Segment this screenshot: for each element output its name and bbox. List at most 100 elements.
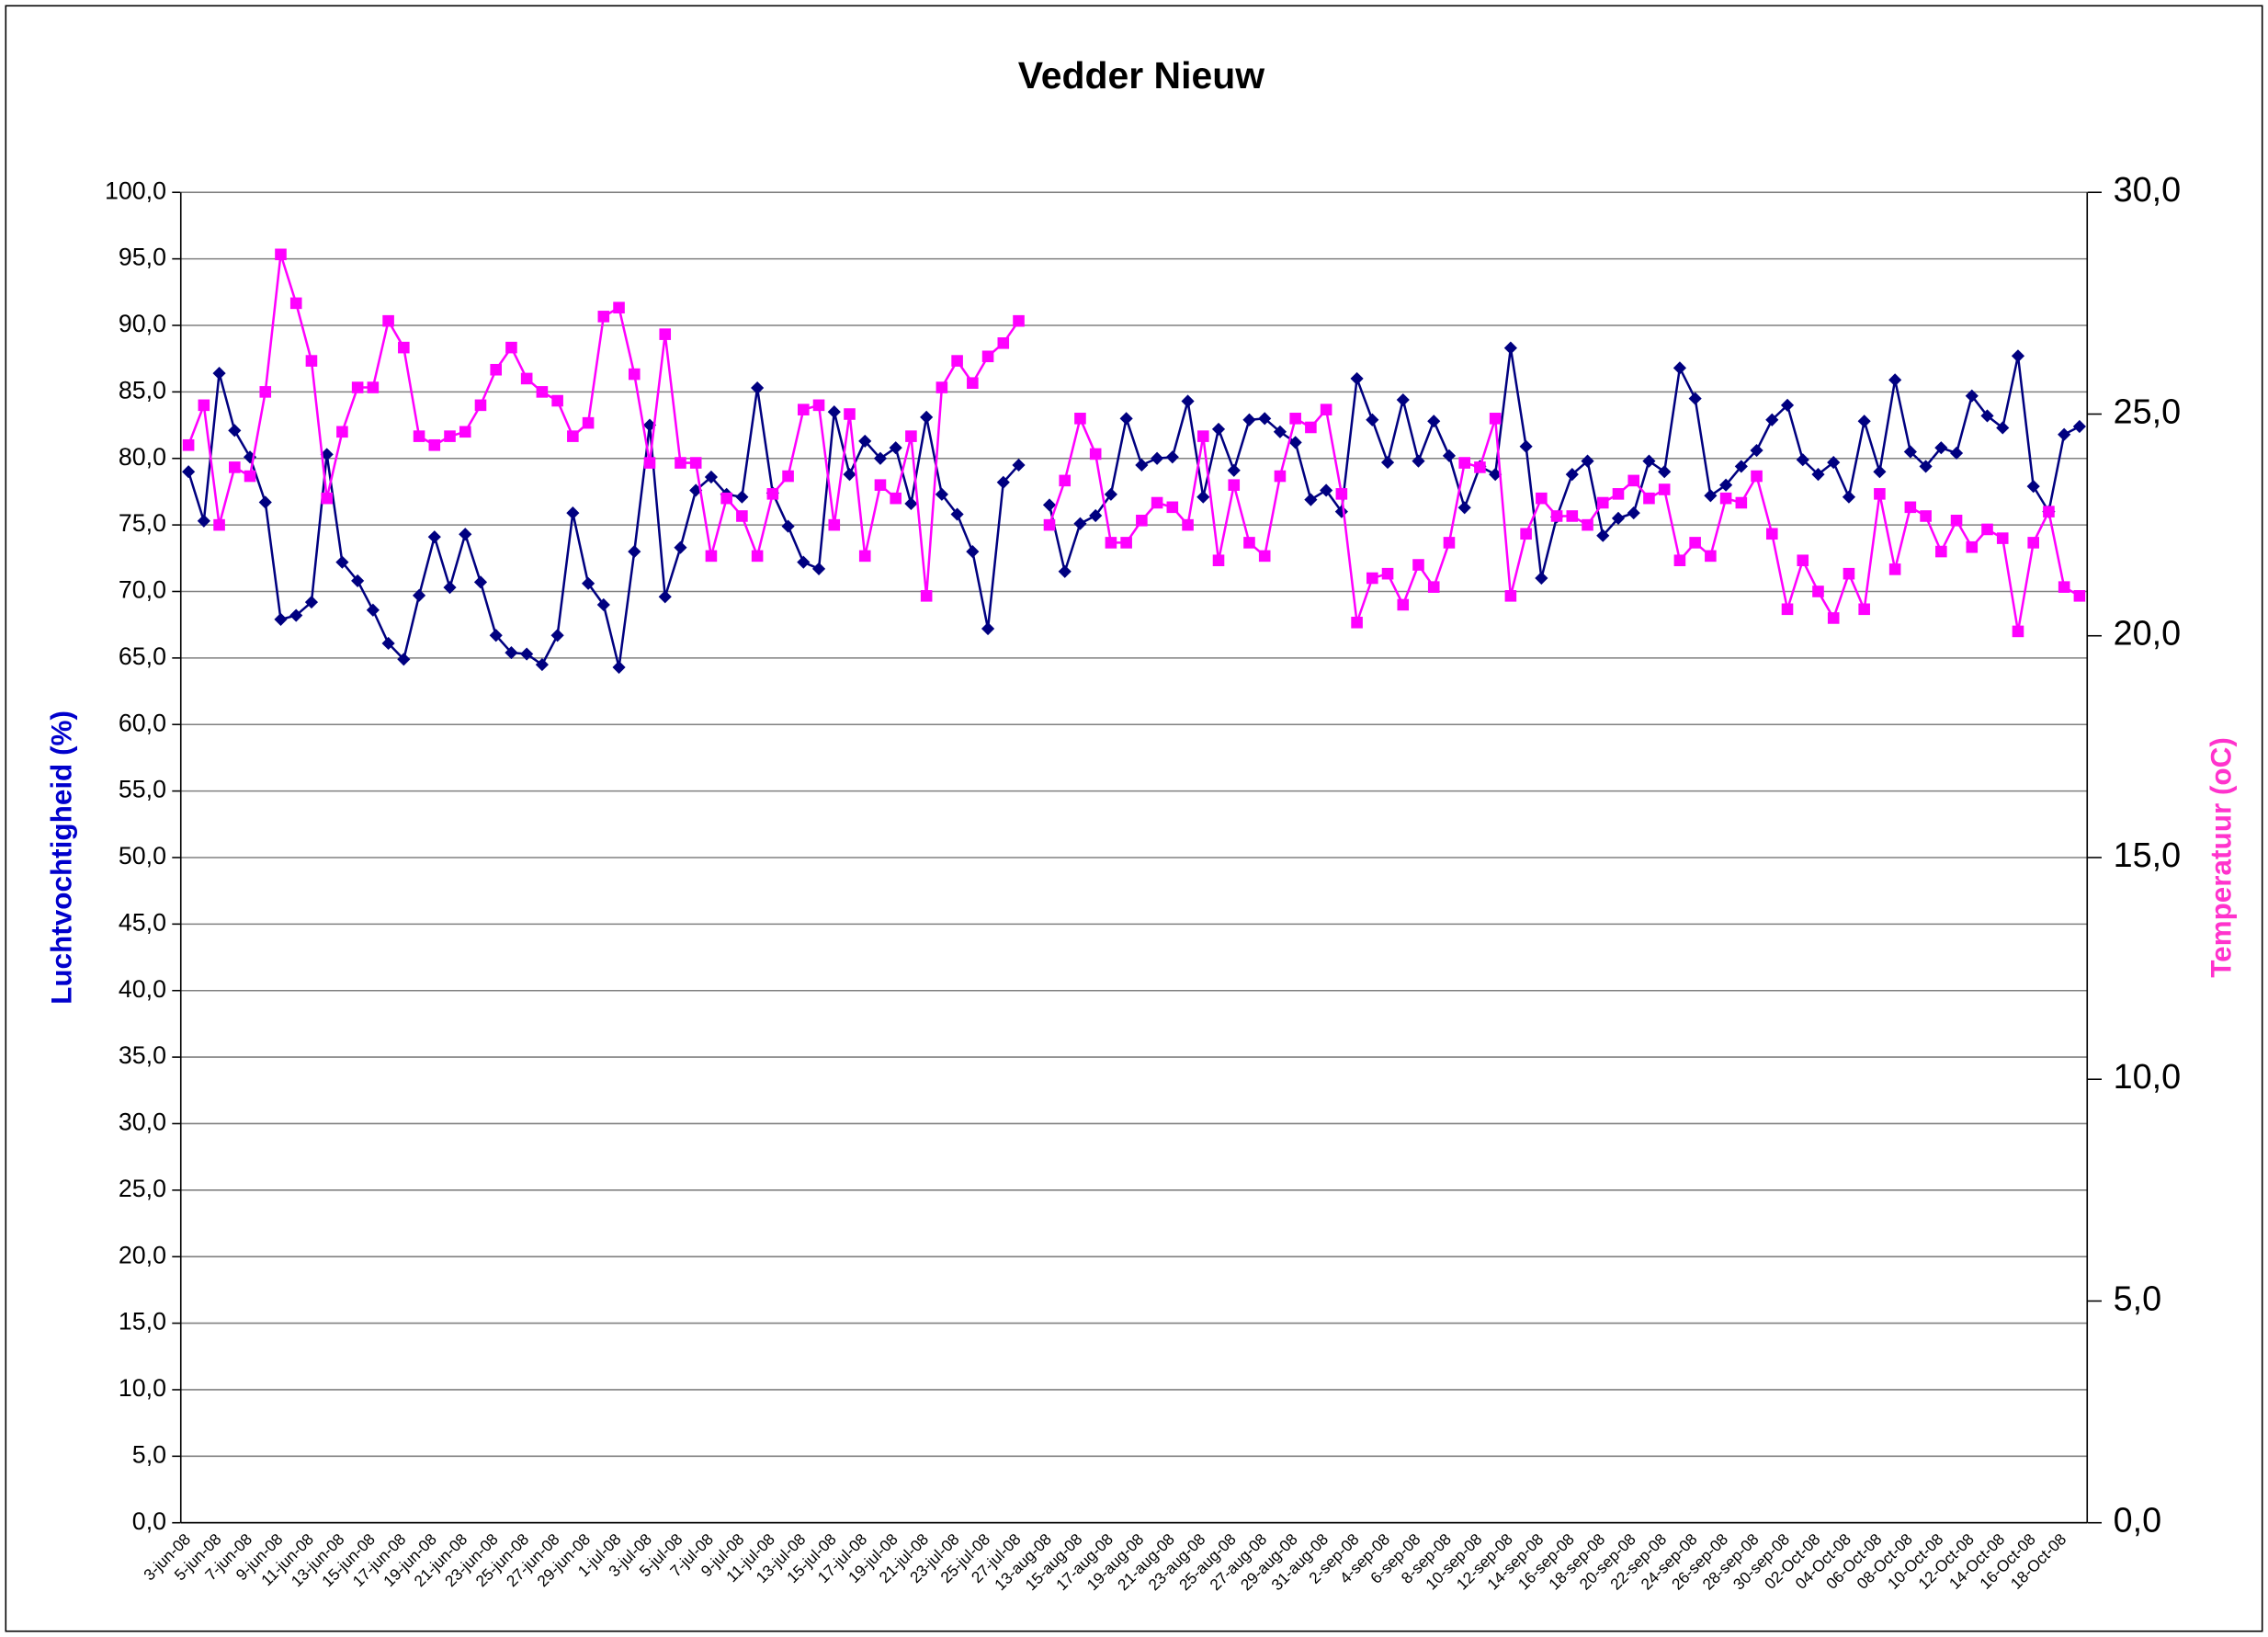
marker [1228,479,1241,491]
marker [1643,492,1655,505]
marker [2011,349,2025,363]
marker [1243,537,1255,549]
marker [1089,448,1102,460]
marker [1811,468,1825,482]
marker [566,506,580,520]
marker [1934,441,1948,455]
marker [1919,460,1933,473]
marker [1503,341,1517,355]
marker [890,492,902,505]
marker [1536,492,1548,505]
marker [321,492,333,505]
marker [535,658,549,672]
marker [1857,415,1871,428]
marker [1151,451,1164,465]
y2-axis-title: Temperatuur (oC) [2206,737,2238,978]
marker [2027,537,2039,549]
marker [275,248,287,261]
y-tick-label: 75,0 [119,509,166,537]
marker [1566,510,1579,522]
marker [1520,528,1532,540]
marker [1904,501,1917,514]
marker [736,510,748,522]
marker [1734,460,1748,473]
y-axis-title: Luchtvochtigheid (%) [46,711,78,1005]
marker [567,430,579,442]
y-tick-label: 70,0 [119,576,166,604]
marker [1166,501,1179,514]
y-tick-label: 55,0 [119,776,166,803]
marker [505,341,517,354]
marker [1151,496,1163,509]
marker [936,381,948,393]
marker [720,492,732,505]
marker [920,410,934,424]
marker [1688,392,1702,405]
y-tick-label: 30,0 [119,1108,166,1136]
marker [366,603,380,617]
marker [336,426,348,438]
marker [198,399,210,412]
marker [1996,421,2010,435]
marker [1996,532,2009,544]
marker [1288,436,1302,449]
marker [2043,506,2055,517]
marker [1042,498,1057,512]
marker [1765,413,1779,426]
marker [1304,493,1318,506]
marker [1442,449,1457,462]
marker [1427,581,1440,593]
y2-tick-label: 25,0 [2114,392,2181,431]
marker [1965,389,1979,403]
y-tick-label: 45,0 [119,908,166,936]
marker [1412,559,1424,571]
marker [1582,518,1593,531]
marker [905,430,917,442]
marker [1504,590,1517,602]
marker [1627,506,1640,520]
y-tick-label: 15,0 [119,1308,166,1336]
marker [229,461,241,473]
marker [258,495,272,509]
marker [459,426,471,438]
marker [1980,409,1994,423]
marker [1704,489,1718,503]
marker [1827,612,1840,624]
marker [674,540,687,554]
marker [1950,514,1963,527]
y-tick-label: 80,0 [119,443,166,471]
marker [798,404,810,415]
y2-tick-label: 20,0 [2114,615,2181,654]
marker [1843,567,1855,580]
marker [1380,456,1395,470]
marker [474,399,487,412]
marker [381,636,395,651]
marker [505,645,518,660]
marker [398,341,410,354]
marker [244,470,256,483]
marker [582,416,595,429]
marker [304,595,319,609]
marker [828,518,841,531]
marker [1596,496,1609,509]
marker [367,381,380,393]
y-tick-label: 95,0 [119,244,166,271]
marker [1858,603,1870,616]
marker [2058,427,2071,441]
marker [1381,567,1394,580]
marker [705,550,718,563]
marker [520,372,533,385]
marker [1780,398,1795,412]
y-tick-label: 0,0 [132,1507,166,1535]
marker [1519,439,1533,453]
marker [1366,572,1378,585]
y2-tick-label: 5,0 [2114,1279,2161,1318]
chart-border [5,5,2263,1632]
marker [2026,480,2040,494]
marker [490,363,503,376]
y-tick-label: 35,0 [119,1041,166,1069]
marker [1119,412,1133,426]
marker [197,514,210,528]
marker [1074,413,1086,425]
